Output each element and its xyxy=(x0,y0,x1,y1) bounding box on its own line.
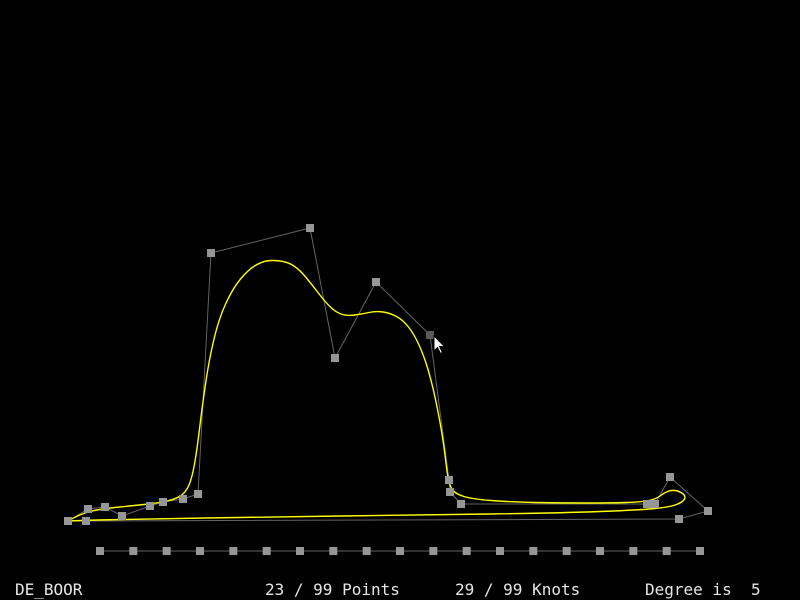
knot-marker[interactable] xyxy=(329,547,338,555)
knot-markers[interactable] xyxy=(96,547,704,555)
knot-marker[interactable] xyxy=(196,547,204,555)
knot-marker[interactable] xyxy=(496,547,504,555)
points-counter: 23 / 99 Points xyxy=(265,580,400,599)
knots-counter: 29 / 99 Knots xyxy=(455,580,581,599)
knot-marker[interactable] xyxy=(562,547,571,555)
knot-marker[interactable] xyxy=(262,547,271,555)
knot-marker[interactable] xyxy=(129,547,138,555)
control-point[interactable] xyxy=(159,498,167,506)
knot-marker[interactable] xyxy=(529,547,538,555)
knot-marker[interactable] xyxy=(629,547,638,555)
control-point[interactable] xyxy=(82,517,90,525)
knot-marker[interactable] xyxy=(429,547,438,555)
mouse-cursor-icon xyxy=(433,334,446,355)
knot-marker[interactable] xyxy=(596,547,604,555)
control-point[interactable] xyxy=(306,224,314,232)
control-point[interactable] xyxy=(445,476,453,484)
control-point[interactable] xyxy=(207,249,215,257)
control-point[interactable] xyxy=(675,515,683,523)
knot-marker[interactable] xyxy=(296,547,304,555)
control-point[interactable] xyxy=(179,495,187,503)
control-point[interactable] xyxy=(704,507,712,515)
control-point[interactable] xyxy=(331,354,339,362)
bspline-curve xyxy=(67,259,686,522)
control-point[interactable] xyxy=(84,505,92,513)
control-point[interactable] xyxy=(372,278,380,286)
knot-marker[interactable] xyxy=(162,547,171,555)
knot-marker[interactable] xyxy=(696,547,704,555)
knot-marker[interactable] xyxy=(96,547,104,555)
control-point[interactable] xyxy=(666,473,674,481)
control-point[interactable] xyxy=(651,500,659,508)
control-point[interactable] xyxy=(194,490,202,498)
control-point[interactable] xyxy=(457,500,465,508)
knot-marker[interactable] xyxy=(362,547,371,555)
degree-indicator: Degree is 5 xyxy=(645,580,761,599)
control-point[interactable] xyxy=(446,488,454,496)
control-point[interactable] xyxy=(118,512,126,520)
control-point[interactable] xyxy=(64,517,72,525)
knot-marker[interactable] xyxy=(229,547,238,555)
knot-marker[interactable] xyxy=(396,547,404,555)
mode-label: DE_BOOR xyxy=(15,580,83,599)
control-point[interactable] xyxy=(101,503,109,511)
knot-marker[interactable] xyxy=(462,547,471,555)
control-point[interactable] xyxy=(643,500,651,508)
control-points[interactable] xyxy=(64,224,712,525)
knot-marker[interactable] xyxy=(662,547,671,555)
control-point[interactable] xyxy=(426,331,434,339)
control-point[interactable] xyxy=(146,502,154,510)
